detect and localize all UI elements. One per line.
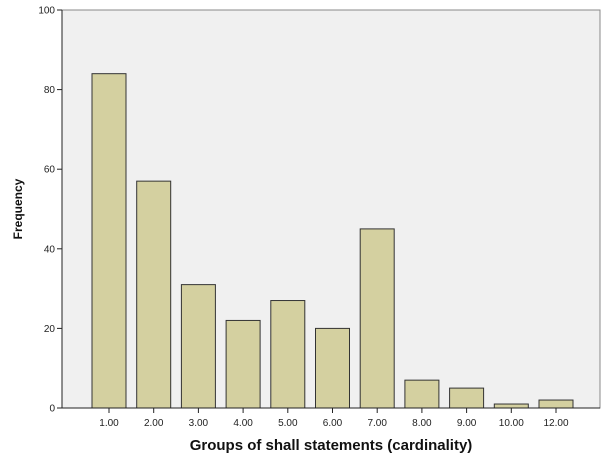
y-tick-label: 100 bbox=[38, 6, 55, 17]
y-tick-label: 20 bbox=[44, 324, 56, 335]
x-tick-label: 4.00 bbox=[233, 418, 253, 429]
x-tick-label: 2.00 bbox=[144, 418, 164, 429]
x-axis-title: Groups of shall statements (cardinality) bbox=[190, 437, 473, 454]
bar bbox=[91, 73, 127, 409]
x-tick-label: 9.00 bbox=[457, 418, 477, 429]
y-tick-label: 40 bbox=[44, 244, 56, 255]
x-tick-label: 6.00 bbox=[323, 418, 343, 429]
y-tick-label: 0 bbox=[49, 404, 55, 415]
bars-group bbox=[91, 73, 574, 409]
x-tick-label: 5.00 bbox=[278, 418, 298, 429]
x-tick-label: 12.00 bbox=[543, 418, 568, 429]
bar bbox=[270, 300, 306, 409]
bar bbox=[315, 327, 350, 409]
y-tick-label: 80 bbox=[44, 85, 56, 96]
x-tick-label: 3.00 bbox=[189, 418, 209, 429]
y-axis-title: Frequency bbox=[11, 178, 25, 239]
x-tick-label: 8.00 bbox=[412, 418, 432, 429]
bar bbox=[449, 387, 485, 409]
x-tick-label: 1.00 bbox=[99, 418, 119, 429]
y-ticks-group: 0 20 40 60 80 100 bbox=[38, 6, 62, 415]
bar bbox=[538, 399, 574, 409]
x-tick-label: 10.00 bbox=[499, 418, 524, 429]
x-tick-label: 7.00 bbox=[367, 418, 387, 429]
x-ticks-group: 1.00 2.00 3.00 4.00 5.00 6.00 7.00 8.00 9.00 10.0… bbox=[99, 408, 569, 429]
bar bbox=[493, 403, 529, 409]
bar bbox=[404, 379, 440, 409]
bar bbox=[359, 228, 395, 409]
bar bbox=[225, 319, 261, 409]
bar bbox=[180, 284, 216, 409]
y-tick-label: 60 bbox=[44, 165, 56, 176]
bar bbox=[136, 180, 172, 409]
